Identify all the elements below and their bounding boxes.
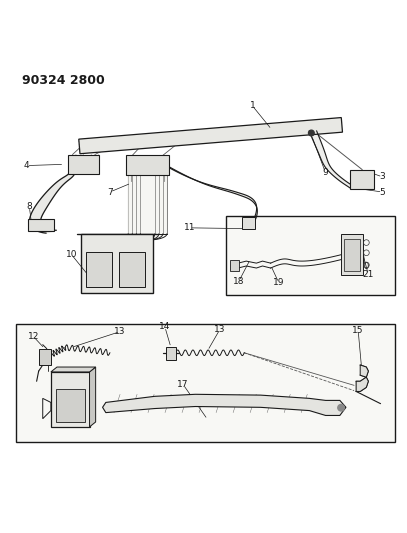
Text: 18: 18 xyxy=(233,277,245,286)
Polygon shape xyxy=(103,394,346,415)
Bar xyxy=(56,389,85,422)
Bar xyxy=(16,324,395,442)
Text: 7: 7 xyxy=(107,188,113,197)
Bar xyxy=(344,239,360,271)
Polygon shape xyxy=(51,367,96,372)
Text: 19: 19 xyxy=(273,278,284,287)
Polygon shape xyxy=(356,365,368,391)
Text: 2: 2 xyxy=(91,161,96,170)
Bar xyxy=(39,349,51,365)
Circle shape xyxy=(338,405,344,411)
Polygon shape xyxy=(128,175,167,240)
Text: 13: 13 xyxy=(114,327,126,336)
Text: 22: 22 xyxy=(147,155,158,164)
Text: 17: 17 xyxy=(177,380,189,389)
Text: 90324 2800: 90324 2800 xyxy=(22,74,105,86)
Bar xyxy=(126,156,169,175)
Text: 20: 20 xyxy=(359,262,370,271)
Text: 16: 16 xyxy=(74,372,86,381)
Polygon shape xyxy=(79,118,342,154)
Bar xyxy=(242,217,255,229)
Text: 4: 4 xyxy=(24,161,29,170)
Polygon shape xyxy=(309,131,353,188)
Text: 8: 8 xyxy=(26,202,32,211)
Polygon shape xyxy=(30,174,74,233)
Text: 11: 11 xyxy=(184,223,195,232)
Bar xyxy=(81,234,153,293)
Text: 12: 12 xyxy=(28,332,39,341)
Bar xyxy=(86,252,112,287)
Text: 1: 1 xyxy=(249,101,255,110)
Polygon shape xyxy=(161,163,257,227)
Text: 9: 9 xyxy=(323,168,328,177)
Text: 15: 15 xyxy=(352,326,364,335)
Text: 13: 13 xyxy=(214,325,225,334)
Bar xyxy=(119,252,145,287)
Bar xyxy=(341,235,363,275)
Circle shape xyxy=(309,130,314,136)
Text: 5: 5 xyxy=(380,188,385,197)
Polygon shape xyxy=(90,367,96,427)
Text: 3: 3 xyxy=(380,173,385,181)
Bar xyxy=(51,372,90,427)
Text: 6: 6 xyxy=(136,155,141,164)
Text: 10: 10 xyxy=(66,250,77,259)
Text: 21: 21 xyxy=(363,270,374,279)
Bar xyxy=(230,260,239,271)
Bar xyxy=(166,348,176,360)
Text: 14: 14 xyxy=(159,322,171,331)
Bar xyxy=(350,169,374,189)
Bar xyxy=(28,219,54,231)
Bar xyxy=(68,155,99,174)
Bar xyxy=(226,216,395,295)
